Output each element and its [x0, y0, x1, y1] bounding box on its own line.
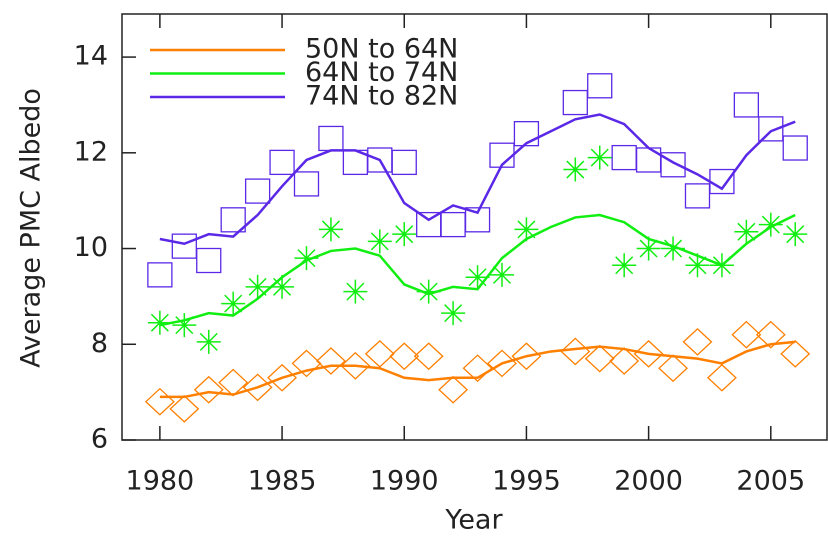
- square-marker: [733, 92, 760, 118]
- asterisk-marker: [172, 313, 197, 338]
- smoothed-line: [159, 340, 796, 399]
- diamond-marker: [413, 342, 444, 371]
- asterisk-marker: [270, 274, 295, 299]
- diamond-marker: [340, 351, 371, 380]
- diamond-marker: [609, 347, 640, 375]
- square-marker: [318, 125, 344, 152]
- square-marker: [513, 121, 540, 147]
- diamond-marker: [218, 368, 249, 397]
- square-marker: [440, 211, 466, 238]
- diamond-marker: [682, 327, 713, 356]
- x-tick-label: 1980: [126, 466, 195, 497]
- smoothed-line: [159, 113, 796, 246]
- asterisk-marker: [489, 262, 514, 287]
- asterisk-marker: [245, 274, 270, 299]
- diamond-marker: [584, 344, 615, 373]
- asterisk-marker: [441, 301, 466, 326]
- diamond-marker: [438, 375, 469, 404]
- asterisk-marker: [343, 279, 368, 304]
- asterisk-marker: [367, 229, 392, 254]
- diamond-marker: [169, 395, 200, 423]
- diamond-marker: [731, 320, 762, 349]
- y-tick-label: 14: [74, 41, 108, 72]
- asterisk-marker: [465, 265, 490, 290]
- asterisk-marker: [709, 253, 734, 278]
- square-marker: [244, 178, 271, 204]
- asterisk-marker: [587, 145, 612, 170]
- asterisk-marker: [147, 310, 172, 335]
- diamond-marker: [267, 363, 298, 392]
- asterisk-marker: [612, 253, 637, 278]
- square-marker: [220, 207, 246, 233]
- diamond-marker: [144, 387, 175, 416]
- asterisk-marker: [416, 279, 441, 304]
- square-marker: [293, 171, 320, 197]
- asterisk-marker: [685, 253, 710, 278]
- y-axis-label: Average PMC Albedo: [16, 88, 47, 368]
- square-marker: [147, 262, 173, 288]
- square-marker: [587, 73, 613, 99]
- asterisk-marker: [661, 236, 686, 261]
- diamond-marker: [706, 363, 737, 392]
- asterisk-marker: [392, 222, 417, 247]
- asterisk-marker: [221, 291, 246, 316]
- y-tick-label: 12: [74, 136, 108, 167]
- square-marker: [391, 149, 417, 176]
- diamond-marker: [291, 349, 322, 378]
- x-tick-label: 1985: [248, 466, 317, 497]
- diamond-marker: [560, 337, 591, 366]
- square-marker: [660, 152, 686, 178]
- legend-label: 74N to 82N: [305, 81, 458, 112]
- x-tick-label: 1995: [492, 466, 561, 497]
- square-marker: [782, 135, 808, 161]
- x-axis-label: Year: [444, 505, 503, 536]
- asterisk-marker: [636, 236, 661, 261]
- diamond-marker: [315, 347, 346, 375]
- diamond-marker: [389, 342, 420, 371]
- square-marker: [489, 142, 515, 168]
- diamond-marker: [780, 339, 811, 368]
- asterisk-marker: [734, 219, 759, 244]
- x-tick-label: 2000: [614, 466, 683, 497]
- diamond-marker: [755, 320, 786, 349]
- diamond-marker: [193, 375, 224, 404]
- square-marker: [684, 183, 711, 209]
- diamond-marker: [658, 354, 689, 383]
- square-marker: [562, 89, 588, 116]
- diamond-marker: [487, 349, 517, 378]
- diamond-marker: [633, 339, 664, 368]
- legend-label: 64N to 74N: [305, 57, 458, 88]
- asterisk-marker: [783, 222, 808, 247]
- asterisk-marker: [318, 217, 343, 242]
- square-marker: [269, 149, 295, 176]
- asterisk-marker: [196, 329, 221, 354]
- diamond-marker: [242, 373, 273, 402]
- diamond-marker: [511, 342, 542, 371]
- y-tick-label: 8: [91, 328, 108, 359]
- square-marker: [196, 247, 222, 274]
- asterisk-marker: [294, 246, 319, 271]
- x-tick-label: 1990: [370, 466, 439, 497]
- square-marker: [758, 116, 784, 142]
- square-marker: [464, 207, 491, 233]
- legend-label: 50N to 64N: [305, 34, 458, 65]
- square-marker: [611, 144, 637, 171]
- plot-frame: [121, 13, 828, 441]
- y-tick-label: 10: [74, 232, 108, 263]
- asterisk-marker: [563, 157, 588, 182]
- square-marker: [709, 168, 735, 195]
- diamond-marker: [364, 339, 395, 368]
- asterisk-marker: [514, 217, 539, 242]
- diamond-marker: [462, 354, 493, 383]
- asterisk-marker: [758, 212, 783, 237]
- square-marker: [171, 233, 197, 259]
- y-tick-label: 6: [91, 424, 108, 455]
- x-tick-label: 2005: [736, 466, 805, 497]
